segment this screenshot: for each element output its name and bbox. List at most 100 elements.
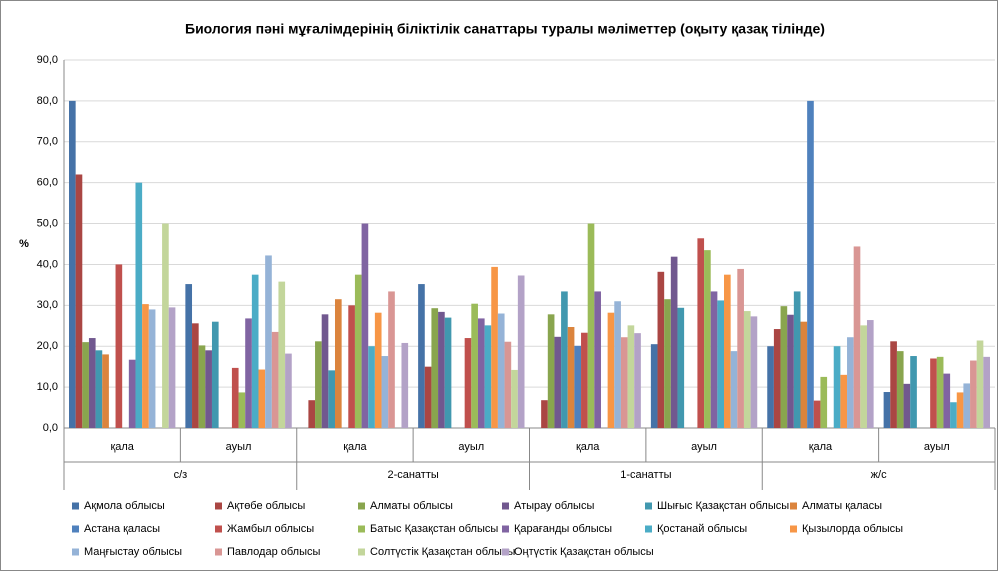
bar: [547, 314, 555, 428]
bar: [162, 223, 169, 428]
legend-swatch: [215, 548, 222, 556]
legend-swatch: [215, 525, 222, 533]
bar: [627, 325, 635, 428]
bar: [657, 271, 665, 428]
bar: [724, 274, 731, 428]
legend-swatch: [502, 502, 509, 510]
bar: [381, 356, 389, 428]
bar: [710, 291, 718, 428]
bar: [743, 311, 751, 428]
x-tick-label: қала: [110, 441, 134, 453]
bar: [833, 346, 841, 428]
y-tick-label: 80,0: [37, 95, 58, 107]
y-tick-label: 70,0: [37, 136, 58, 148]
bar: [554, 336, 562, 428]
bar: [115, 264, 123, 428]
y-tick-label: 90,0: [37, 54, 58, 66]
legend-label: Қызылорда облысы: [802, 523, 903, 535]
y-tick-label: 30,0: [37, 299, 58, 311]
bar: [903, 383, 911, 428]
bar: [607, 312, 615, 428]
bar: [497, 313, 505, 428]
bar: [813, 400, 821, 428]
bar: [348, 305, 355, 428]
bar: [793, 291, 801, 428]
bar: [192, 323, 199, 428]
bar: [285, 353, 292, 428]
bar: [614, 301, 621, 428]
bar: [910, 356, 917, 428]
chart-title: Биология пәні мұғалімдерінің біліктілік …: [185, 21, 825, 37]
legend-label: Ақмола облысы: [84, 500, 165, 512]
bar: [185, 284, 193, 428]
legend-swatch: [645, 502, 652, 510]
bar: [388, 291, 395, 428]
bar: [950, 402, 957, 428]
bar: [328, 370, 335, 428]
legend-label: Солтүстік Қазақстан облысы: [370, 546, 515, 558]
bar: [418, 284, 425, 428]
bar: [650, 344, 658, 428]
bar: [238, 392, 246, 428]
bar: [374, 312, 382, 428]
bar: [780, 306, 788, 428]
bar: [271, 331, 279, 428]
bar: [890, 341, 897, 428]
bar: [102, 354, 109, 428]
bar: [82, 342, 89, 428]
bar: [511, 369, 518, 428]
legend-swatch: [72, 548, 79, 556]
legend-swatch: [358, 502, 365, 510]
legend-label: Атырау облысы: [514, 500, 594, 512]
bar: [245, 318, 252, 428]
legend-swatch: [502, 548, 509, 556]
bar: [401, 342, 409, 428]
bar: [574, 345, 582, 428]
x-tick-label: ауыл: [458, 441, 484, 453]
bar: [670, 256, 678, 428]
legend-swatch: [790, 502, 797, 510]
bar: [697, 238, 705, 428]
bar: [128, 359, 136, 428]
bar: [581, 332, 588, 428]
legend-label: Ақтөбе облысы: [227, 500, 305, 512]
bar: [717, 300, 725, 428]
bar: [251, 274, 259, 428]
group-label: с/з: [174, 469, 188, 481]
bar: [677, 307, 685, 428]
legend-swatch: [358, 525, 365, 533]
bar: [730, 351, 738, 428]
legend-label: Шығыс Қазақстан облысы: [657, 500, 789, 512]
bar: [956, 392, 964, 428]
bar: [491, 266, 498, 428]
bar: [504, 341, 512, 428]
y-tick-label: 40,0: [37, 258, 58, 270]
bar: [820, 376, 828, 428]
bar: [148, 309, 156, 428]
bar: [308, 400, 316, 428]
bar: [321, 314, 329, 428]
bar: [704, 250, 711, 428]
group-label: 1-санатты: [620, 469, 671, 481]
legend-label: Маңғыстау облысы: [84, 546, 182, 558]
legend-label: Алматы қаласы: [802, 500, 882, 512]
bar: [983, 356, 990, 428]
bar: [484, 325, 492, 428]
y-tick-label: 10,0: [37, 381, 58, 393]
x-tick-label: қала: [343, 441, 367, 453]
legend-swatch: [358, 548, 365, 556]
bar: [75, 174, 83, 428]
bar: [88, 338, 96, 428]
bar: [431, 308, 439, 428]
legend-label: Қостанай облысы: [657, 523, 747, 535]
bar: [265, 255, 272, 428]
legend-swatch: [502, 525, 509, 533]
bar: [860, 325, 867, 428]
bar: [773, 329, 781, 428]
bar: [135, 182, 143, 428]
bar: [840, 374, 848, 428]
bar: [664, 299, 671, 428]
bar: [464, 338, 472, 428]
